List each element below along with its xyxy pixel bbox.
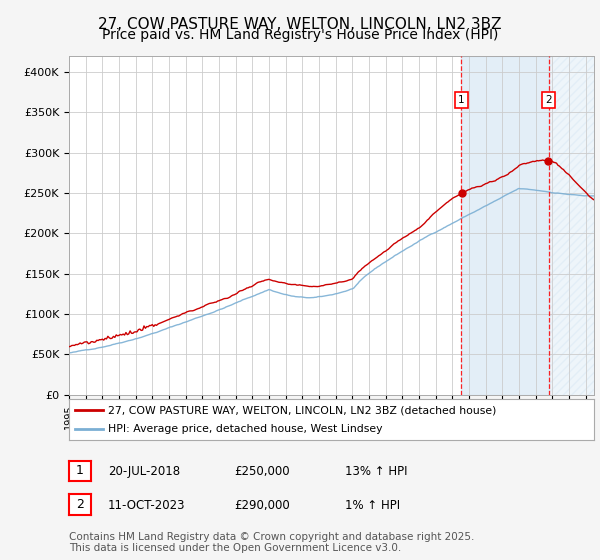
Text: 1% ↑ HPI: 1% ↑ HPI: [345, 498, 400, 512]
Text: 11-OCT-2023: 11-OCT-2023: [108, 498, 185, 512]
Text: 27, COW PASTURE WAY, WELTON, LINCOLN, LN2 3BZ: 27, COW PASTURE WAY, WELTON, LINCOLN, LN…: [98, 17, 502, 32]
Text: 2: 2: [545, 95, 552, 105]
Text: £290,000: £290,000: [234, 498, 290, 512]
Text: 2: 2: [76, 498, 84, 511]
Text: 13% ↑ HPI: 13% ↑ HPI: [345, 465, 407, 478]
Bar: [461, 56, 548, 395]
Text: Price paid vs. HM Land Registry's House Price Index (HPI): Price paid vs. HM Land Registry's House …: [102, 28, 498, 42]
Text: 27, COW PASTURE WAY, WELTON, LINCOLN, LN2 3BZ (detached house): 27, COW PASTURE WAY, WELTON, LINCOLN, LN…: [109, 405, 497, 415]
Text: 1: 1: [76, 464, 84, 478]
Text: £250,000: £250,000: [234, 465, 290, 478]
Text: 1: 1: [458, 95, 465, 105]
Text: Contains HM Land Registry data © Crown copyright and database right 2025.
This d: Contains HM Land Registry data © Crown c…: [69, 531, 475, 553]
Bar: [548, 56, 594, 395]
Text: HPI: Average price, detached house, West Lindsey: HPI: Average price, detached house, West…: [109, 424, 383, 433]
Text: 20-JUL-2018: 20-JUL-2018: [108, 465, 180, 478]
